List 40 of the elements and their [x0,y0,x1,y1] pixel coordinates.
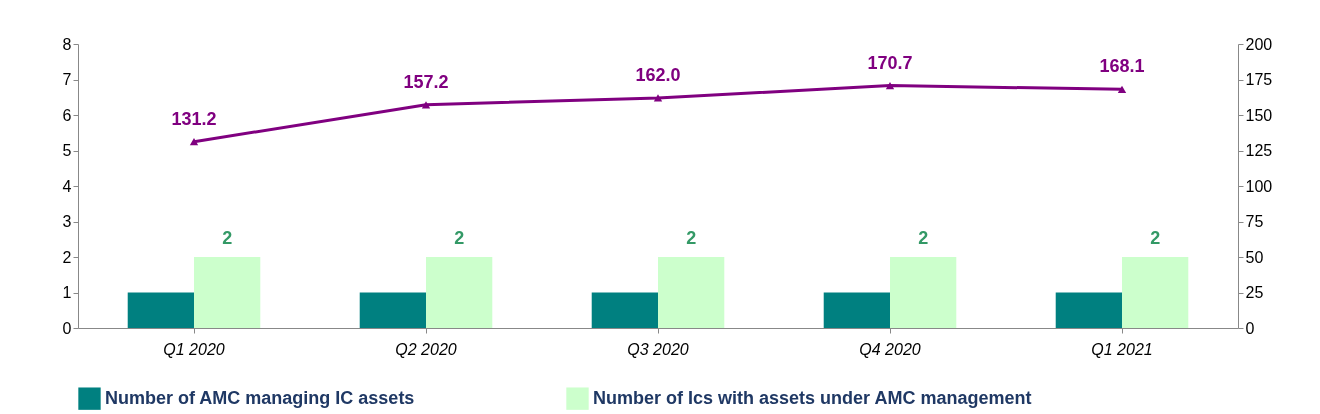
y-tick-label: 4 [62,177,72,195]
x-tick-label: Q3 2020 [627,340,689,358]
x-tick-label: Q4 2020 [859,340,921,358]
y2-tick-label: 125 [1245,142,1273,159]
y2-tick-label: 175 [1245,71,1273,88]
data-label: 170.7 [867,52,913,73]
x-tick-label: Q1 2021 [1091,340,1153,358]
data-label: 131.2 [171,108,217,129]
y-tick-label: 8 [62,35,72,53]
data-label: 2 [222,228,233,248]
y-tick-label: 0 [62,319,72,337]
y-tick-label: 6 [62,106,72,124]
y-tick-label: 2 [62,248,72,266]
point [885,81,895,90]
data-label: 168.1 [1099,56,1145,77]
legend-label: Number of AMC managing IC assets [105,387,415,408]
y2-tick-label: 50 [1245,248,1264,266]
y-tick-label: 5 [62,142,72,159]
data-label: 2 [1150,228,1161,248]
legend-label: Number of Ics with assets under AMC management [593,387,1032,408]
point [189,138,199,146]
point [421,101,431,109]
y2-tick-label: 0 [1245,319,1255,337]
y-tick-label: 7 [62,71,72,88]
y2-tick-label: 200 [1245,35,1273,53]
data-label: 2 [454,228,465,248]
x-tick-label: Q1 2020 [163,340,225,358]
x-tick-label: Q2 2020 [395,340,457,358]
data-label: 2 [918,228,929,248]
y-tick-label: 1 [62,284,72,301]
y2-tick-label: 25 [1245,284,1264,301]
point [653,94,663,102]
y2-tick-label: 75 [1245,213,1264,230]
y-tick-label: 3 [62,213,72,230]
y2-tick-label: 100 [1245,177,1273,195]
data-label: 2 [686,228,697,248]
y2-tick-label: 150 [1245,106,1273,124]
data-label: 157.2 [403,71,449,92]
data-label: 162.0 [635,64,681,85]
point [1117,85,1127,93]
